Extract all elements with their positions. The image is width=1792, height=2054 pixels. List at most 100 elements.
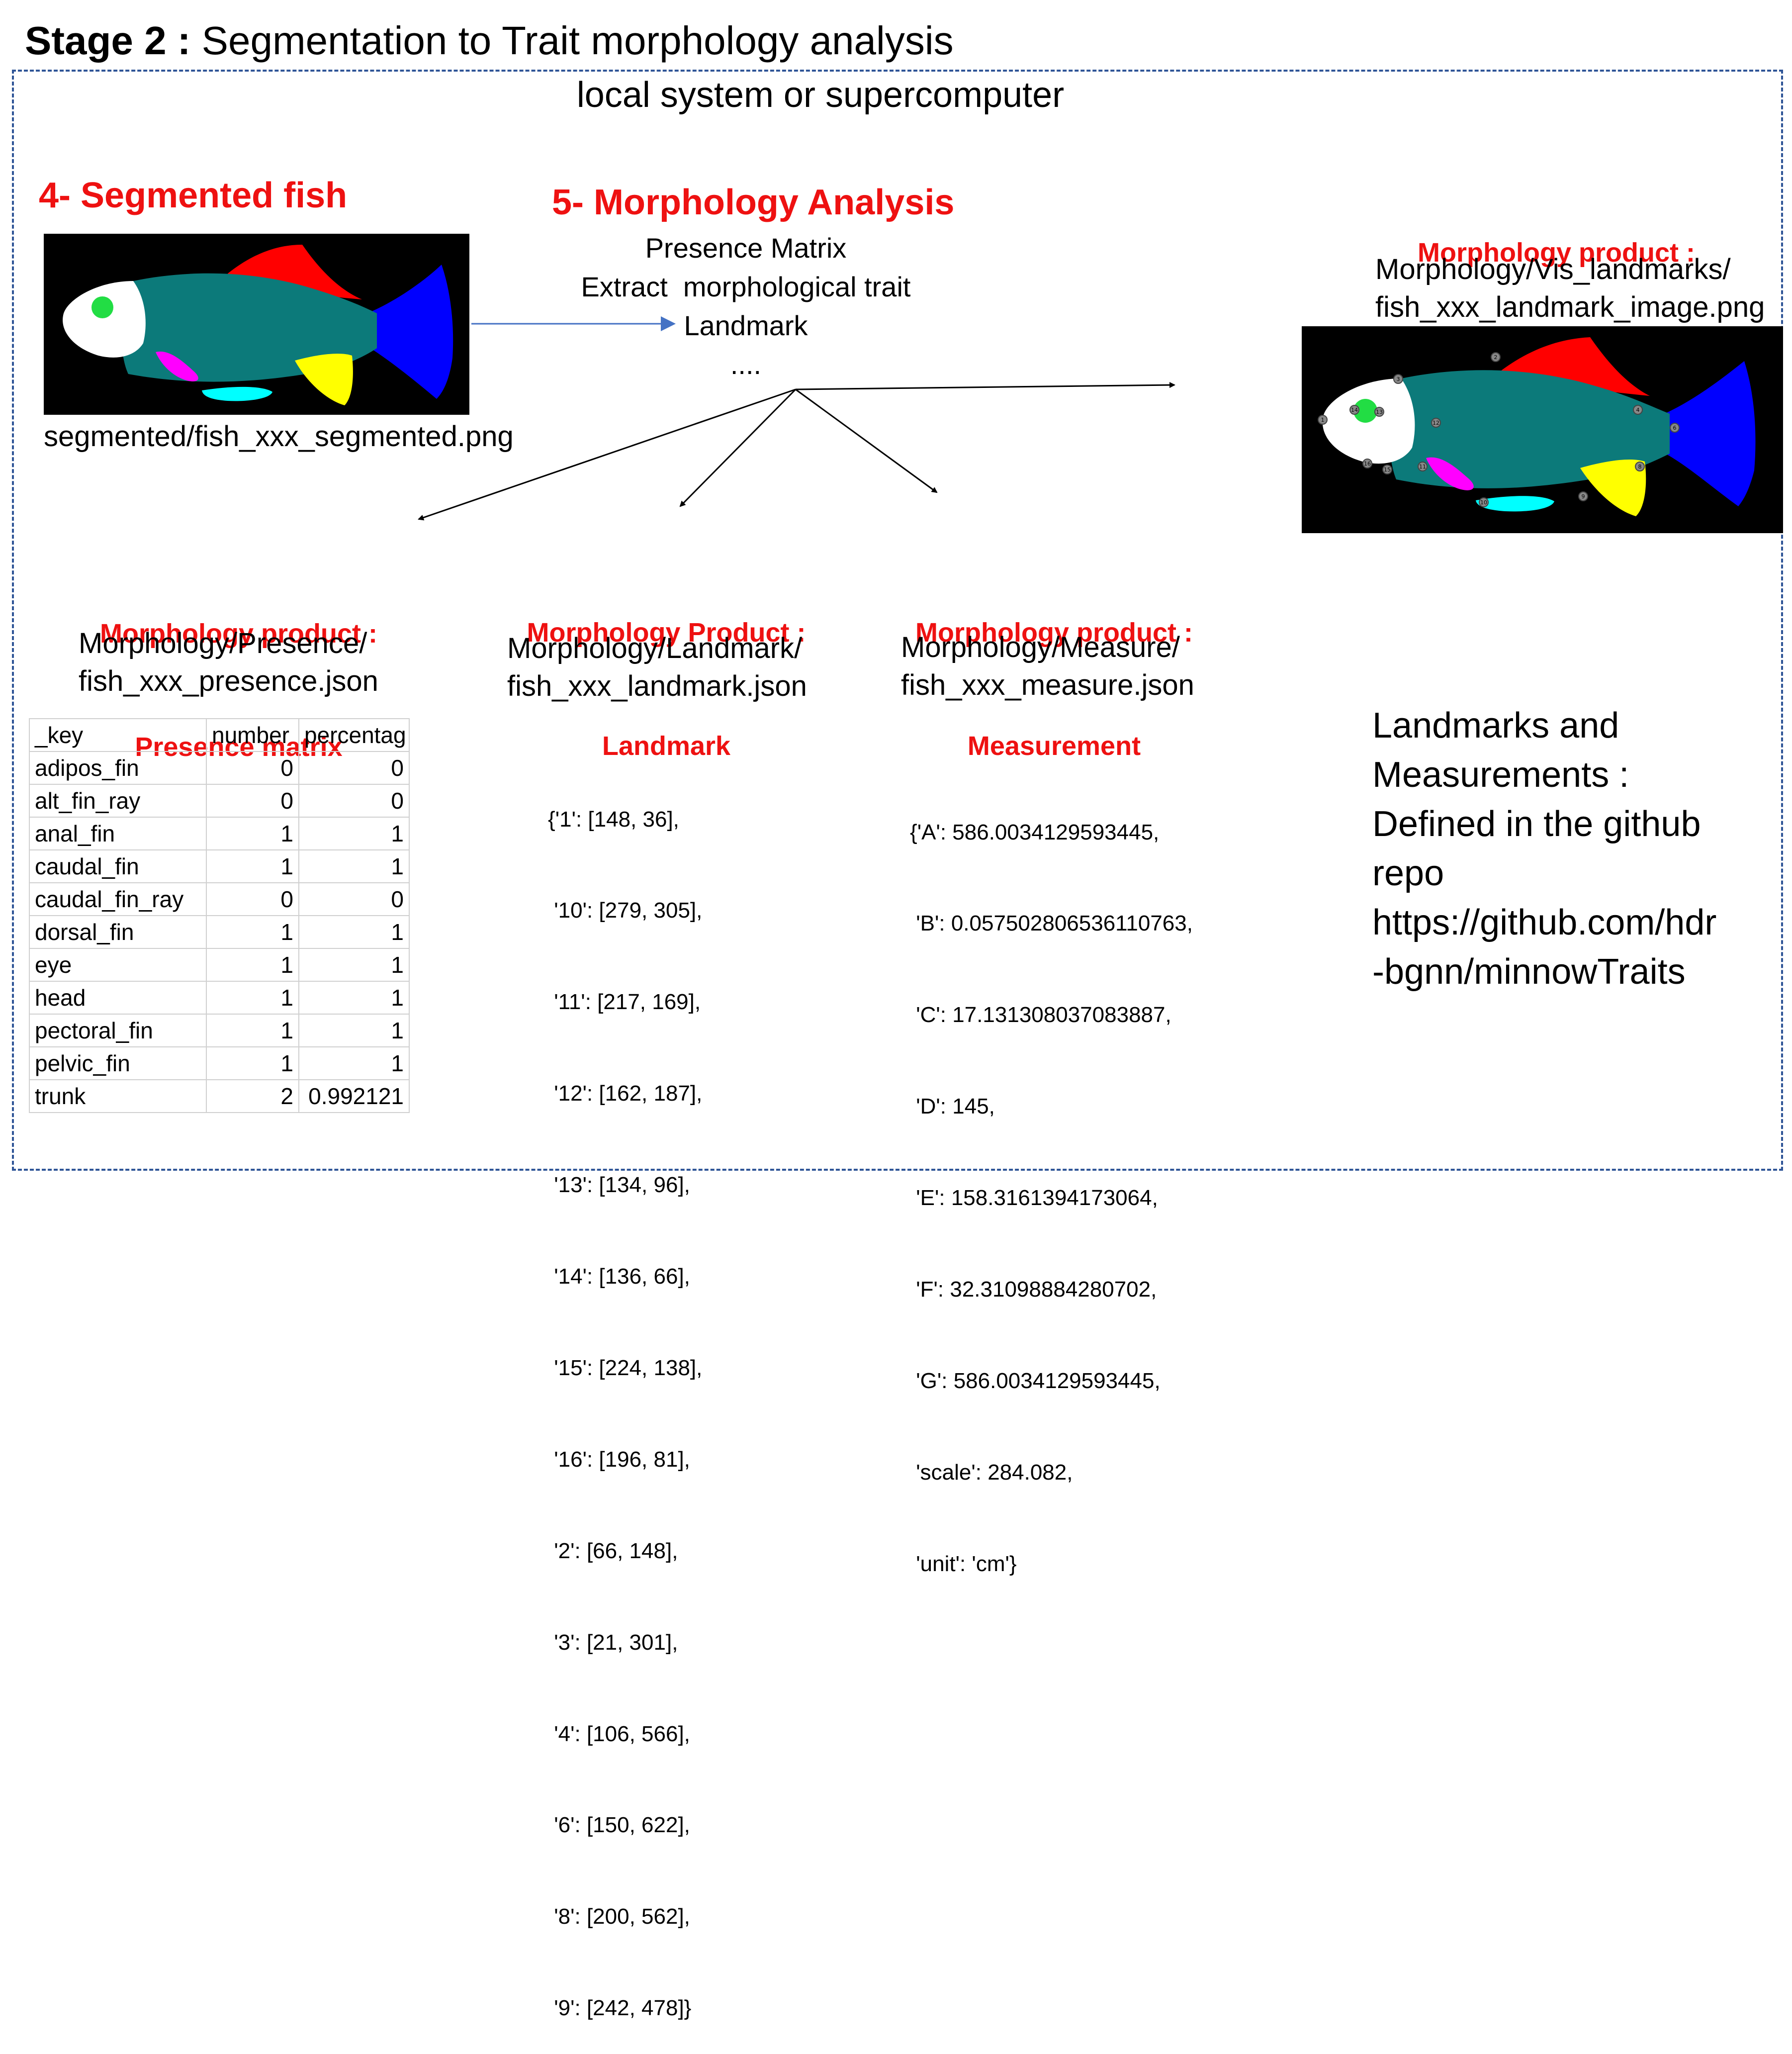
- svg-text:11: 11: [1419, 464, 1426, 470]
- table-row: pectoral_fin 1 1: [29, 1014, 410, 1047]
- analysis-list: Presence Matrix Extract morphological tr…: [547, 229, 945, 384]
- table-row: trunk 2 0.992121: [29, 1079, 410, 1113]
- json-line: '12': [162, 187],: [548, 1081, 703, 1106]
- svg-text:15: 15: [1384, 467, 1391, 473]
- table-cell: 1: [298, 948, 410, 982]
- table-cell: 1: [206, 817, 299, 850]
- json-line: {'A': 586.0034129593445,: [910, 820, 1160, 844]
- table-row: alt_fin_ray 0 0: [29, 784, 410, 818]
- info-line-link[interactable]: -bgnn/minnowTraits: [1372, 952, 1686, 992]
- table-cell: 1: [206, 981, 299, 1015]
- table-cell: eye: [29, 948, 207, 982]
- svg-text:2: 2: [1494, 354, 1498, 361]
- analysis-item-more: ....: [730, 349, 762, 380]
- stage-frame: [12, 70, 1783, 1171]
- segmented-trunk: [121, 273, 377, 382]
- table-cell: 1: [298, 915, 410, 949]
- svg-text:10: 10: [1480, 499, 1487, 506]
- landmark-eye: [1353, 399, 1377, 423]
- json-line: 'unit': 'cm'}: [910, 1551, 1017, 1576]
- table-cell: 0: [206, 882, 299, 916]
- json-line: 'B': 0.057502806536110763,: [910, 911, 1193, 936]
- table-cell: adipos_fin: [29, 751, 207, 785]
- table-cell: 0: [298, 882, 410, 916]
- landmark-image-heading-line1: Morphology product :: [1418, 238, 1695, 268]
- table-cell: 1: [206, 948, 299, 982]
- table-cell: 0: [206, 751, 299, 785]
- svg-text:9: 9: [1582, 493, 1585, 500]
- table-cell: 1: [298, 981, 410, 1015]
- segmented-caudal-fin: [367, 265, 453, 399]
- table-cell: pectoral_fin: [29, 1014, 207, 1047]
- table-cell: 0.992121: [298, 1079, 410, 1113]
- svg-text:1: 1: [1321, 417, 1325, 423]
- info-line-link[interactable]: https://github.com/hdr: [1372, 903, 1717, 942]
- landmark-heading: Morphology Product : Landmark: [457, 538, 875, 803]
- segmented-pectoral-fin: [156, 351, 198, 381]
- measurement-path-line2: fish_xxx_measure.json: [901, 669, 1194, 701]
- table-row: pelvic_fin 1 1: [29, 1046, 410, 1080]
- table-cell: 1: [298, 849, 410, 883]
- json-line: '3': [21, 301],: [548, 1630, 678, 1655]
- table-cell: 1: [298, 1046, 410, 1080]
- landmark-point-3: 3: [1393, 374, 1403, 384]
- json-line: 'E': 158.3161394173064,: [910, 1186, 1158, 1211]
- stage-title-text: Segmentation to Trait morphology analysi…: [201, 18, 954, 63]
- analysis-item-extract: Extract morphological trait: [581, 271, 911, 302]
- landmark-image-path: Morphology/Vis_landmarks/ fish_xxx_landm…: [1375, 251, 1765, 326]
- landmarks-info: Landmarks and Measurements : Defined in …: [1372, 701, 1716, 997]
- segmented-eye: [91, 296, 113, 318]
- json-line: '10': [279, 305],: [548, 898, 703, 923]
- table-cell: anal_fin: [29, 817, 207, 850]
- json-line: '13': [134, 96],: [548, 1173, 690, 1198]
- table-header-row: _key number percentag: [29, 718, 410, 752]
- svg-text:6: 6: [1673, 425, 1677, 431]
- column-header: _key: [29, 718, 207, 752]
- landmark-point-14: 14: [1349, 405, 1359, 415]
- table-row: head 1 1: [29, 981, 410, 1015]
- segmented-caption: segmented/fish_xxx_segmented.png: [44, 420, 514, 453]
- table-cell: 0: [206, 784, 299, 818]
- landmark-pelvic-fin: [1476, 496, 1554, 512]
- landmark-image-path-line1: Morphology/Vis_landmarks/: [1375, 253, 1731, 285]
- table-cell: 0: [298, 751, 410, 785]
- table-cell: 1: [206, 1014, 299, 1047]
- segmented-pelvic-fin: [202, 386, 272, 401]
- measurement-path: Morphology/Measure/ fish_xxx_measure.jso…: [901, 629, 1194, 704]
- landmark-heading-line1: Morphology Product :: [527, 618, 806, 648]
- landmark-fish-image: 1 2 3 4 6 8 9 10 11 12 13 14 15 16: [1302, 326, 1783, 533]
- stage-label: Stage 2 :: [25, 18, 191, 63]
- table-cell: 2: [206, 1079, 299, 1113]
- landmark-point-13: 13: [1374, 407, 1384, 417]
- column-header: number: [206, 718, 299, 752]
- table-cell: 1: [206, 915, 299, 949]
- table-cell: head: [29, 981, 207, 1015]
- svg-text:14: 14: [1351, 407, 1358, 413]
- column-header: percentag: [298, 718, 410, 752]
- svg-text:13: 13: [1376, 409, 1383, 415]
- landmark-caudal-fin: [1660, 361, 1756, 506]
- json-line: '8': [200, 562],: [548, 1904, 690, 1929]
- presence-path-line1: Morphology/Presence/: [79, 627, 367, 659]
- landmark-path-line2: fish_xxx_landmark.json: [507, 670, 807, 702]
- json-line: '15': [224, 138],: [548, 1355, 703, 1380]
- json-line: 'F': 32.31098884280702,: [910, 1277, 1157, 1302]
- svg-text:8: 8: [1638, 464, 1642, 470]
- measurement-heading-line2: Measurement: [967, 731, 1141, 761]
- measurement-json: {'A': 586.0034129593445, 'B': 0.05750280…: [910, 756, 1193, 1609]
- landmark-point-6: 6: [1670, 423, 1680, 433]
- table-cell: 1: [206, 1046, 299, 1080]
- json-line: 'D': 145,: [910, 1094, 995, 1119]
- json-line: {'1': [148, 36],: [548, 807, 679, 832]
- table-row: adipos_fin 0 0: [29, 751, 410, 785]
- table-row: dorsal_fin 1 1: [29, 915, 410, 949]
- json-line: '14': [136, 66],: [548, 1264, 690, 1289]
- table-cell: 1: [298, 817, 410, 850]
- analysis-item-presence: Presence Matrix: [645, 232, 847, 264]
- landmark-trunk: [1389, 370, 1670, 488]
- table-row: eye 1 1: [29, 948, 410, 982]
- svg-text:12: 12: [1433, 420, 1439, 426]
- landmark-image-path-line2: fish_xxx_landmark_image.png: [1375, 291, 1765, 323]
- segmented-heading: 4- Segmented fish: [39, 176, 348, 215]
- info-line: Landmarks and: [1372, 706, 1619, 746]
